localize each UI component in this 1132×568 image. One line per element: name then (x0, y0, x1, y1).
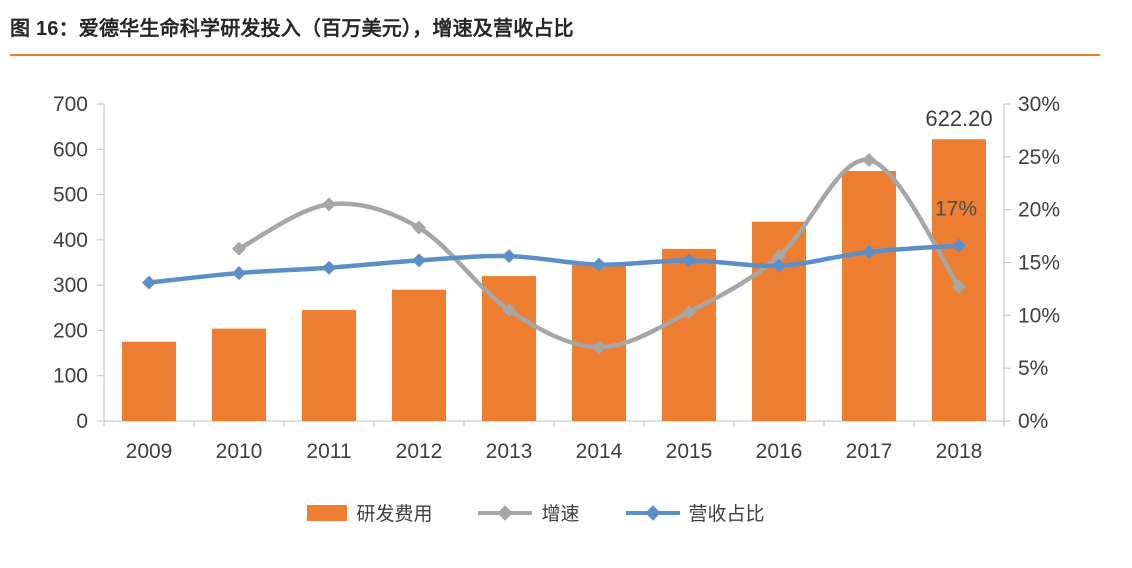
right-axis-label: 0% (1018, 410, 1048, 433)
legend-item-revenue-ratio: 营收占比 (625, 499, 765, 526)
marker-series1-2 (412, 220, 426, 235)
marker-series2-9 (952, 238, 966, 253)
marker-series1-6 (772, 249, 786, 264)
marker-series2-2 (322, 260, 336, 275)
legend-label-rd-expense: 研发费用 (356, 504, 433, 525)
marker-series2-8 (862, 244, 876, 259)
title-underline (10, 54, 1100, 56)
right-axis-label: 20% (1018, 199, 1060, 222)
marker-series1-4 (592, 340, 606, 355)
line-diamond-swatch-icon (625, 504, 680, 521)
point-value-label: 17% (935, 198, 977, 221)
marker-series1-0 (232, 241, 246, 256)
marker-series2-4 (502, 249, 516, 264)
left-axis-label: 200 (53, 319, 88, 342)
bar-2012 (392, 289, 446, 421)
series-line-2 (146, 243, 962, 285)
left-axis-label: 100 (53, 365, 88, 388)
x-axis-label: 2009 (126, 440, 173, 463)
x-axis-label: 2012 (396, 440, 443, 463)
marker-series1-1 (322, 197, 336, 212)
bar-2010 (212, 328, 266, 421)
figure-header: 图 16：爱德华生命科学研发投入（百万美元），增速及营收占比 (0, 0, 1132, 56)
marker-series2-3 (412, 253, 426, 268)
right-axis-label: 25% (1018, 146, 1060, 169)
x-axis-label: 2013 (486, 440, 533, 463)
x-axis-label: 2018 (936, 440, 983, 463)
bar-2011 (302, 310, 356, 421)
right-axis-label: 10% (1018, 304, 1060, 327)
marker-series1-7 (862, 153, 876, 168)
left-axis-label: 0 (76, 410, 88, 433)
right-axis-label: 30% (1018, 93, 1060, 116)
left-axis-label: 500 (53, 184, 88, 207)
right-axis-label: 15% (1018, 252, 1060, 275)
legend-item-rd-expense: 研发费用 (307, 499, 432, 526)
marker-series2-1 (232, 266, 246, 281)
marker-series2-0 (142, 275, 156, 290)
bar-swatch-icon (307, 504, 348, 521)
bar-2009 (122, 341, 176, 421)
legend-label-growth: 增速 (541, 504, 580, 525)
legend-label-revenue-ratio: 营收占比 (688, 504, 765, 525)
legend-item-growth: 增速 (478, 499, 580, 526)
bar-2017 (842, 171, 896, 421)
x-axis-label: 2017 (846, 440, 893, 463)
chart-legend: 研发费用 增速 营收占比 (0, 499, 1072, 526)
left-axis-label: 300 (53, 274, 88, 297)
marker-series2-7 (772, 258, 786, 273)
marker-series1-3 (502, 303, 516, 318)
bar-2013 (482, 276, 536, 421)
bar-value-label: 622.20 (925, 106, 992, 131)
marker-series2-5 (592, 257, 606, 272)
right-axis-label: 5% (1018, 357, 1048, 380)
marker-series1-5 (682, 305, 696, 320)
x-axis-label: 2011 (306, 440, 351, 463)
x-axis-label: 2016 (756, 440, 803, 463)
x-axis-label: 2014 (576, 440, 623, 463)
x-axis-label: 2015 (666, 440, 713, 463)
left-axis-label: 600 (53, 138, 88, 161)
marker-series1-8 (952, 279, 966, 294)
chart-canvas: 0 100 200 300 400 500 600 700 0% 5% 10% 15% 20% 25% 30… (53, 93, 1060, 463)
left-axis-label: 700 (53, 93, 88, 116)
line-diamond-swatch-icon (478, 504, 533, 521)
bar-2015 (662, 248, 716, 421)
x-axis-label: 2010 (216, 440, 263, 463)
left-axis-label: 400 (53, 229, 88, 252)
figure-title: 图 16：爱德华生命科学研发投入（百万美元），增速及营收占比 (10, 18, 574, 40)
